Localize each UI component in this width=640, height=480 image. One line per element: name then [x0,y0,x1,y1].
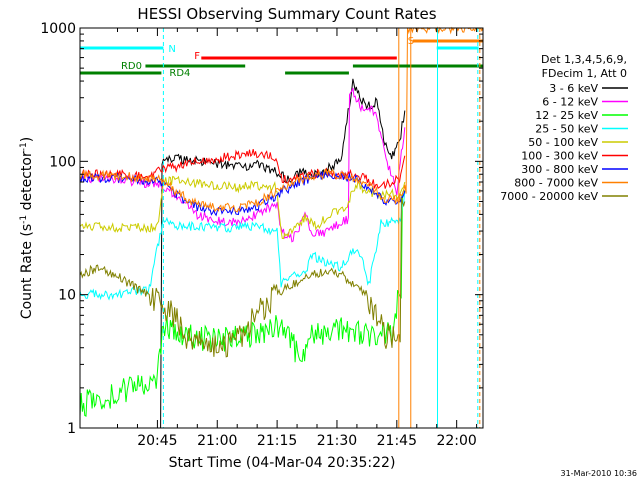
flag-label-f: F [194,51,200,62]
legend-header-line-1: Det 1,3,4,5,6,9, [541,53,627,66]
legend-label-9: 7000 - 20000 keV [500,190,598,203]
chart-title: HESSI Observing Summary Count Rates [137,5,436,23]
series-line-3 [79,189,406,417]
x-tick-label-5: 21:45 [377,433,417,449]
legend-label-1: 3 - 6 keV [549,82,598,95]
legend-label-2: 6 - 12 keV [542,96,598,109]
legend-label-6: 100 - 300 keV [521,150,598,163]
flag-layer: NFSRD0RD4 [80,36,483,79]
y-axis: 1 10 100 1000 [40,21,483,437]
flag-label-rd4: RD4 [169,68,190,79]
plot-frame [79,27,484,429]
x-tick-label-2: 21:00 [197,433,237,449]
legend-header-line-2: FDecim 1, Att 0 [542,67,627,80]
legend-label-7: 300 - 800 keV [521,163,598,176]
y-tick-label-4: 1000 [40,21,76,37]
legend-label-5: 50 - 100 keV [528,136,598,149]
y-axis-label: Count Rate (s-1 detector-1) [19,137,35,319]
legend-label-8: 800 - 7000 keV [514,177,598,190]
series-line-5 [79,175,406,240]
y-tick-label-3: 100 [49,154,76,170]
flag-label-rd0: RD0 [121,61,142,72]
legend-label-4: 25 - 50 keV [535,123,598,136]
x-tick-label-4: 21:30 [317,433,357,449]
x-tick-label-3: 21:15 [257,433,297,449]
flag-label-n: N [168,44,175,55]
legend-label-3: 12 - 25 keV [535,109,598,122]
x-tick-label-1: 20:45 [137,433,177,449]
legend: Det 1,3,4,5,6,9, FDecim 1, Att 0 3 - 6 k… [500,53,628,203]
footer-timestamp: 31-Mar-2010 10:36 [561,469,638,478]
vline-layer [162,28,481,428]
series-line-9 [79,197,406,358]
x-axis: 20:45 21:00 21:15 21:30 21:45 22:00 [117,28,478,449]
series-layer [79,26,484,429]
series-line-8 [79,26,484,213]
series-line-1 [160,78,406,429]
x-tick-label-6: 22:00 [436,433,476,449]
x-axis-label: Start Time (04-Mar-04 20:35:22) [169,455,396,471]
y-tick-label-1: 1 [67,421,76,437]
y-tick-label-2: 10 [58,288,76,304]
